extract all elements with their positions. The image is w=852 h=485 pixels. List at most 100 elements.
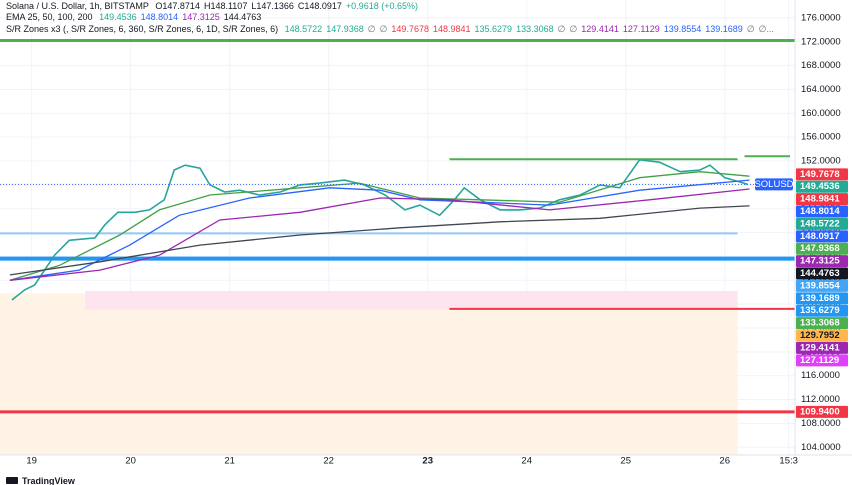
y-tick-label: 156.0000 xyxy=(801,132,841,143)
sr-value: 148.5722 xyxy=(284,24,323,34)
series-line xyxy=(9,171,750,281)
series-line xyxy=(9,188,750,281)
price-label-box xyxy=(796,267,848,280)
y-tick-label: 104.0000 xyxy=(801,442,841,453)
x-tick-label: 25 xyxy=(620,456,631,467)
price-label-text: 129.4141 xyxy=(800,342,840,353)
sr-value: ∅ xyxy=(569,24,578,34)
ohlc-value: O147.8714 xyxy=(155,1,200,11)
zone xyxy=(85,291,738,310)
price-label-text: 133.3068 xyxy=(800,318,840,329)
price-label-box xyxy=(796,217,848,230)
sr-value: 133.3068 xyxy=(516,24,554,34)
price-label-box xyxy=(796,317,848,330)
price-label-box xyxy=(796,193,848,206)
y-tick-label: 116.0000 xyxy=(801,370,840,381)
sr-value: 149.7678 xyxy=(391,24,429,34)
price-label-text: 139.8554 xyxy=(800,280,840,291)
price-label-text: 144.4763 xyxy=(800,268,840,279)
price-label-box xyxy=(796,180,848,193)
price-label-box xyxy=(796,279,848,292)
price-label: 147.3125 xyxy=(796,255,848,268)
price-label: 148.9841 xyxy=(796,193,848,206)
symbol: Solana / U.S. Dollar, 1h, BITSTAMP xyxy=(6,1,149,11)
price-label: 148.5722 xyxy=(796,217,848,230)
sr-value: ∅ xyxy=(746,24,755,34)
sr-value: 139.8554 xyxy=(663,24,702,34)
price-label-text: 147.9368 xyxy=(800,243,840,254)
sr-value: 139.1689 xyxy=(705,24,743,34)
price-label: 139.8554 xyxy=(796,279,848,292)
price-label-box xyxy=(796,341,848,354)
price-label: 148.0917 xyxy=(796,230,848,243)
price-label-box xyxy=(796,255,848,268)
sr-label: S/R Zones x3 (, S/R Zones, 6, 360, S/R Z… xyxy=(6,24,279,34)
price-label-text: 148.0917 xyxy=(800,231,840,242)
y-tick-label: 172.0000 xyxy=(801,36,841,47)
price-label: 147.9368 xyxy=(796,242,848,255)
price-label: 144.4763 xyxy=(796,267,848,280)
sr-value: ∅ xyxy=(379,24,388,34)
price-label: 129.7952 xyxy=(796,329,848,342)
sr-value: 129.4141 xyxy=(581,24,619,34)
ohlc-value: +0.9618 (+0.65%) xyxy=(345,1,418,11)
brand: TradingView xyxy=(22,476,75,485)
sr-value: ∅ xyxy=(367,24,376,34)
sr-value: 135.6279 xyxy=(474,24,513,34)
price-label-text: 129.7952 xyxy=(800,330,840,341)
price-label-text: 148.9841 xyxy=(800,194,840,205)
y-tick-label: 164.0000 xyxy=(801,84,841,95)
y-tick-label: 152.0000 xyxy=(801,156,841,167)
ema-value: 147.3125 xyxy=(182,12,220,22)
x-tick-label: 21 xyxy=(224,456,235,467)
price-label-text: 147.3125 xyxy=(800,256,840,267)
price-label-box xyxy=(796,168,848,181)
price-label-text: 148.8014 xyxy=(800,206,840,217)
x-tick-label: 22 xyxy=(323,456,334,467)
series-line xyxy=(11,158,748,301)
price-label-text: 149.7678 xyxy=(800,169,840,180)
ohlc-value: C148.0917 xyxy=(297,1,342,11)
ema-value: 144.4763 xyxy=(223,12,262,22)
x-tick-label: 24 xyxy=(521,456,532,467)
y-tick-label: 160.0000 xyxy=(801,108,841,119)
legend-row: EMA 25, 50, 100, 200 149.4536 148.8014 147… xyxy=(6,12,265,22)
ohlc-value: H148.1107 xyxy=(203,1,248,11)
legend-row: Solana / U.S. Dollar, 1h, BITSTAMP O147.… xyxy=(6,1,422,11)
price-label-box xyxy=(796,230,848,243)
price-label: 127.1129 xyxy=(796,354,848,367)
price-label-text: 139.1689 xyxy=(800,293,840,304)
price-label-box xyxy=(796,242,848,255)
series-line xyxy=(9,205,750,276)
series-line xyxy=(9,179,750,281)
price-label-box xyxy=(796,329,848,342)
symbol-tag xyxy=(755,178,793,191)
price-label: 149.4536 xyxy=(796,180,848,193)
legend-row: S/R Zones x3 (, S/R Zones, 6, 360, S/R Z… xyxy=(6,24,778,35)
price-label: 149.7678 xyxy=(796,168,848,181)
price-label: 109.9400 xyxy=(796,405,848,418)
price-label-box xyxy=(796,354,848,367)
x-tick-label: 15:3 xyxy=(779,456,798,467)
y-tick-label: 108.0000 xyxy=(801,418,841,429)
ema-value: 148.8014 xyxy=(140,12,179,22)
y-tick-label: 176.0000 xyxy=(801,12,841,23)
price-label: 135.6279 xyxy=(796,304,848,317)
price-label-text: 135.6279 xyxy=(800,305,840,316)
x-tick-label: 23 xyxy=(422,456,433,467)
sr-value: 148.9841 xyxy=(432,24,471,34)
x-tick-label: 20 xyxy=(125,456,136,467)
zone xyxy=(0,293,738,455)
ohlc-value: L147.1366 xyxy=(251,1,294,11)
price-label-box xyxy=(796,405,848,418)
price-label-text: 149.4536 xyxy=(800,181,840,192)
symbol-tag-label: SOLUSD xyxy=(754,179,793,190)
sr-value: ∅ xyxy=(557,24,566,34)
price-label: 133.3068 xyxy=(796,317,848,330)
x-tick-label: 19 xyxy=(26,456,37,467)
price-label-text: 109.9400 xyxy=(800,406,840,417)
ema-value: 149.4536 xyxy=(99,12,137,22)
price-label: 129.4141 xyxy=(796,341,848,354)
